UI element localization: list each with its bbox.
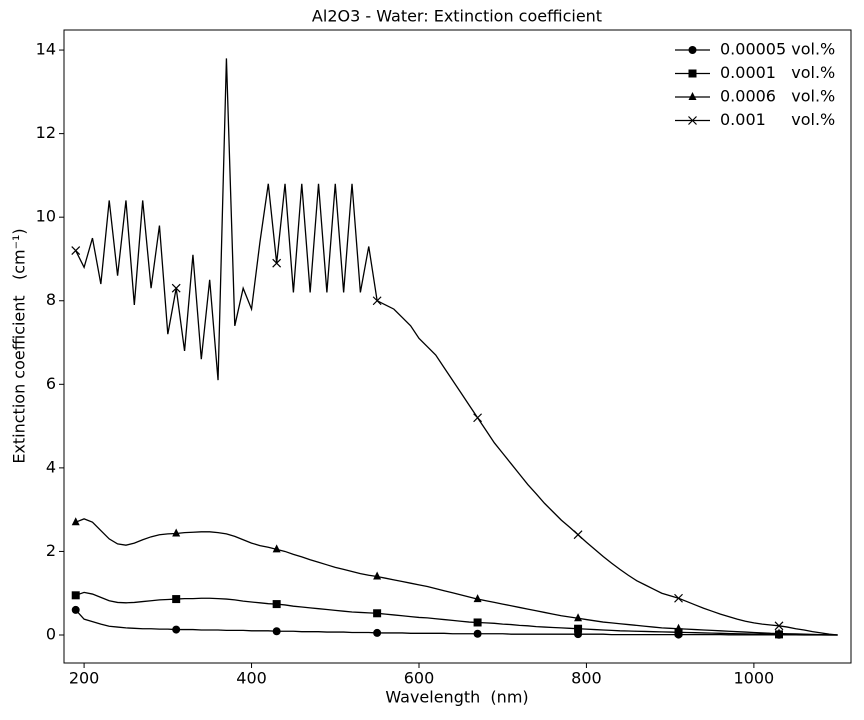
marker (373, 571, 382, 580)
legend-label: 0.001 vol.% (720, 110, 835, 129)
marker (373, 609, 382, 618)
x-tick-label: 800 (571, 669, 602, 688)
y-tick-label: 8 (46, 290, 56, 309)
marker (272, 258, 282, 268)
marker (171, 283, 181, 293)
x-tick-label: 200 (69, 669, 100, 688)
marker (774, 628, 783, 637)
marker (71, 246, 81, 256)
marker (272, 600, 281, 609)
marker (172, 625, 181, 634)
y-tick-label: 2 (46, 541, 56, 560)
x-axis-label: Wavelength (nm) (385, 688, 528, 707)
chart-title: Al2O3 - Water: Extinction coefficient (312, 7, 602, 26)
x-tick-label: 400 (236, 669, 267, 688)
marker (473, 629, 482, 638)
legend-marker (688, 46, 697, 54)
series-line (75, 58, 838, 636)
series-line (75, 518, 838, 636)
legend-label: 0.00005 vol.% (720, 40, 835, 59)
legend-marker (688, 116, 697, 125)
marker (573, 530, 583, 540)
legend-label: 0.0001 vol.% (720, 63, 835, 82)
marker (473, 618, 482, 627)
y-tick-label: 12 (36, 123, 56, 142)
marker (71, 517, 80, 526)
marker (172, 595, 181, 604)
marker (473, 594, 482, 603)
marker (674, 623, 683, 632)
legend-marker (688, 92, 697, 100)
marker (272, 627, 281, 636)
marker (71, 605, 80, 614)
marker (372, 296, 382, 306)
marker (574, 613, 583, 622)
marker (774, 621, 784, 631)
y-tick-label: 14 (36, 40, 56, 59)
y-axis-label: Extinction coefficient (cm⁻¹) (10, 228, 29, 463)
marker (674, 593, 683, 603)
marker (574, 624, 583, 633)
marker (373, 628, 382, 637)
marker (473, 413, 483, 423)
series-line (75, 591, 838, 636)
y-tick-label: 0 (46, 625, 56, 644)
legend-label: 0.0006 vol.% (720, 87, 835, 106)
marker (172, 528, 181, 537)
legend-marker (688, 69, 697, 78)
y-tick-label: 4 (46, 457, 56, 476)
y-tick-label: 6 (46, 374, 56, 393)
x-tick-label: 600 (404, 669, 435, 688)
marker (71, 591, 80, 600)
plot-frame (63, 29, 852, 664)
marker (674, 628, 683, 637)
series-line (75, 609, 838, 636)
marker (272, 544, 281, 553)
x-tick-label: 1000 (734, 669, 775, 688)
y-tick-label: 10 (36, 207, 56, 226)
